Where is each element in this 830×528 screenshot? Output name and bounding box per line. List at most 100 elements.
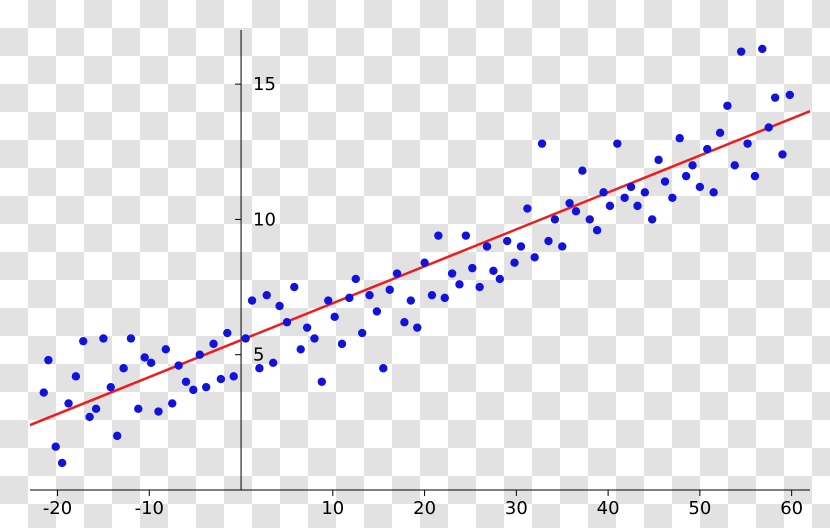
data-point (393, 269, 401, 277)
data-point (462, 231, 470, 239)
data-point (330, 313, 338, 321)
data-point (352, 275, 360, 283)
data-point (778, 150, 786, 158)
data-point (448, 269, 456, 277)
data-point (283, 318, 291, 326)
data-point (269, 359, 277, 367)
data-point (58, 459, 66, 467)
y-tick-label: 10 (253, 209, 276, 230)
data-point (44, 356, 52, 364)
data-point (168, 399, 176, 407)
data-point (731, 161, 739, 169)
data-point (627, 183, 635, 191)
data-point (318, 378, 326, 386)
data-point (572, 207, 580, 215)
data-point (648, 215, 656, 223)
data-point (682, 172, 690, 180)
data-point (503, 237, 511, 245)
data-point (523, 204, 531, 212)
data-point (407, 296, 415, 304)
data-point (743, 139, 751, 147)
data-point (209, 340, 217, 348)
data-point (99, 334, 107, 342)
data-point (654, 156, 662, 164)
data-point (275, 302, 283, 310)
data-point (223, 329, 231, 337)
data-point (531, 253, 539, 261)
data-point (297, 345, 305, 353)
data-point (468, 264, 476, 272)
data-point (373, 307, 381, 315)
data-point (696, 183, 704, 191)
data-point (72, 372, 80, 380)
x-tick-label: 10 (321, 498, 344, 519)
data-point (85, 413, 93, 421)
data-point (538, 139, 546, 147)
data-point (641, 188, 649, 196)
data-point (771, 93, 779, 101)
x-tick-label: 30 (505, 498, 528, 519)
data-point (217, 375, 225, 383)
data-point (765, 123, 773, 131)
data-point (786, 91, 794, 99)
data-point (565, 199, 573, 207)
x-tick-label: -20 (43, 498, 72, 519)
data-point (510, 259, 518, 267)
data-point (230, 372, 238, 380)
data-point (248, 296, 256, 304)
data-point (64, 399, 72, 407)
data-point (716, 129, 724, 137)
data-point (92, 405, 100, 413)
data-point (613, 139, 621, 147)
data-point (189, 386, 197, 394)
data-point (675, 134, 683, 142)
data-point (365, 291, 373, 299)
data-point (241, 334, 249, 342)
data-point (338, 340, 346, 348)
data-point (182, 378, 190, 386)
data-point (606, 202, 614, 210)
data-point (558, 242, 566, 250)
data-point (379, 364, 387, 372)
data-point (107, 383, 115, 391)
data-point (661, 177, 669, 185)
data-point (441, 294, 449, 302)
data-point (40, 388, 48, 396)
data-point (434, 231, 442, 239)
data-point (196, 351, 204, 359)
data-point (496, 275, 504, 283)
data-point (455, 280, 463, 288)
data-point (141, 353, 149, 361)
data-point (79, 337, 87, 345)
x-tick-label: 40 (597, 498, 620, 519)
data-point (428, 291, 436, 299)
data-point (263, 291, 271, 299)
data-point (202, 383, 210, 391)
data-point (324, 296, 332, 304)
data-point (358, 329, 366, 337)
data-point (290, 283, 298, 291)
scatter-regression-chart: -20-1010203040506051015 (0, 0, 830, 528)
data-point (703, 145, 711, 153)
data-point (483, 242, 491, 250)
data-point (517, 242, 525, 250)
data-point (544, 237, 552, 245)
x-tick-label: 60 (780, 498, 803, 519)
axes: -20-1010203040506051015 (30, 30, 810, 519)
data-point (688, 161, 696, 169)
data-point (668, 194, 676, 202)
y-tick-label: 5 (253, 345, 264, 366)
data-point (620, 194, 628, 202)
data-point (475, 283, 483, 291)
data-point (709, 188, 717, 196)
data-point (119, 364, 127, 372)
data-point (593, 226, 601, 234)
data-point (345, 294, 353, 302)
data-point (386, 286, 394, 294)
data-point (723, 102, 731, 110)
data-point (400, 318, 408, 326)
data-point (113, 432, 121, 440)
data-point (413, 323, 421, 331)
regression-line (30, 111, 810, 425)
data-point (599, 188, 607, 196)
